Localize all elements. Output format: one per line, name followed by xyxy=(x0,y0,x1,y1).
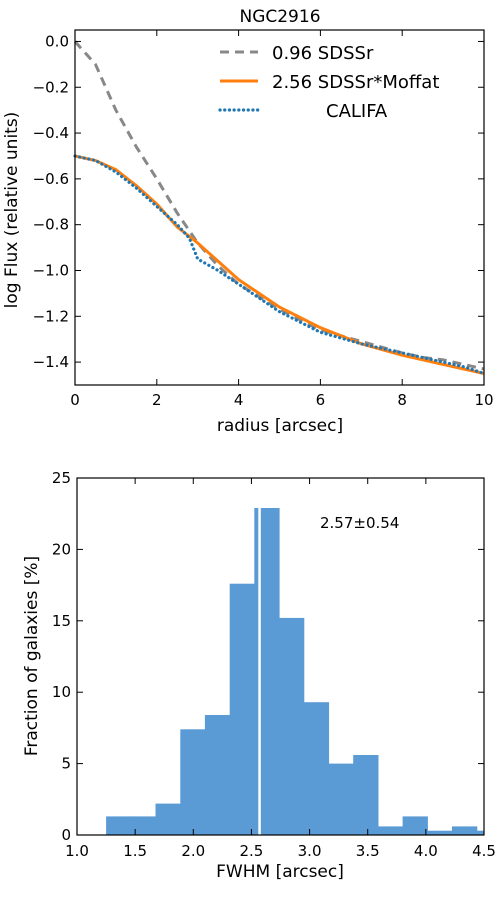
fwhm-annotation: 2.57±0.54 xyxy=(320,514,399,532)
y-tick-label: 0 xyxy=(61,826,71,844)
y-tick-label: 0.0 xyxy=(45,32,69,50)
legend-label-1: 0.96 SDSSr xyxy=(272,43,374,64)
histogram-axes: 1.0 1.5 2.0 2.5 3.0 3.5 4.0 4.5 0 5 10 15 20 25 xyxy=(52,469,496,860)
x-tick-label: 4.0 xyxy=(414,842,438,860)
histogram-bar xyxy=(328,763,354,835)
profile-panel: NGC2916 0 2 4 6 8 10 −1.4 −1.2 −1.0 −0.8 −0.6 −0.4 −… xyxy=(2,7,494,436)
x-tick-label: 2.5 xyxy=(239,842,263,860)
x-tick-label: 4 xyxy=(234,391,244,409)
y-tick-label: −0.6 xyxy=(33,170,69,188)
plot-frame xyxy=(76,477,485,836)
histogram-bar xyxy=(229,583,255,835)
histogram-panel: 1.0 1.5 2.0 2.5 3.0 3.5 4.0 4.5 0 5 10 15 20 25 2.57±… xyxy=(22,469,496,882)
histogram-bar xyxy=(377,826,404,835)
series-line-1 xyxy=(73,40,485,371)
histogram-bar xyxy=(130,816,156,835)
x-tick-label: 1.0 xyxy=(65,842,89,860)
y-tick-label: −1.4 xyxy=(33,353,69,371)
chart-title: NGC2916 xyxy=(239,7,320,27)
x-tick-label: 3.5 xyxy=(356,842,380,860)
x-tick-label: 2 xyxy=(152,391,162,409)
x-axis-label: FWHM [arcsec] xyxy=(216,862,344,882)
x-tick-label: 2.0 xyxy=(181,842,205,860)
profile-plot-area xyxy=(73,40,486,376)
y-tick-label: −1.2 xyxy=(33,307,69,325)
x-tick-label: 4.5 xyxy=(472,842,496,860)
x-tick-label: 0 xyxy=(70,391,80,409)
x-tick-label: 8 xyxy=(397,391,407,409)
histogram-bar xyxy=(106,816,132,835)
histogram-bar xyxy=(204,715,231,835)
histogram-bar xyxy=(402,816,428,835)
x-tick-label: 1.5 xyxy=(123,842,147,860)
x-tick-label: 3.0 xyxy=(298,842,322,860)
y-tick-label: 20 xyxy=(52,540,71,558)
series-line-2 xyxy=(74,154,485,375)
histogram-bar xyxy=(303,702,330,835)
y-tick-label: 10 xyxy=(52,683,71,701)
y-axis-label: Fraction of galaxies [%] xyxy=(22,556,42,756)
plot-frame xyxy=(74,29,485,386)
histogram-bar xyxy=(155,803,181,835)
y-tick-label: −0.8 xyxy=(33,216,69,234)
x-tick-label: 10 xyxy=(474,391,493,409)
legend-label-3: CALIFA xyxy=(326,101,388,122)
histogram-plot-area xyxy=(106,478,485,835)
histogram-bar xyxy=(279,617,305,835)
y-tick-label: 25 xyxy=(52,469,71,487)
y-axis-label: log Flux (relative units) xyxy=(2,112,22,309)
histogram-bar xyxy=(254,508,280,835)
x-tick-label: 6 xyxy=(316,391,326,409)
histogram-bar xyxy=(476,830,485,835)
legend: 0.96 SDSSr 2.56 SDSSr*Moffat CALIFA xyxy=(218,43,439,122)
histogram-bar xyxy=(180,729,206,835)
histogram-bar xyxy=(452,826,478,835)
profile-axes: 0 2 4 6 8 10 −1.4 −1.2 −1.0 −0.8 −0.6 −0.4 −0.2 0.0 xyxy=(33,29,494,409)
y-tick-label: −0.2 xyxy=(33,78,69,96)
histogram-bar xyxy=(427,830,453,835)
y-tick-label: −0.4 xyxy=(33,124,69,142)
histogram-bar xyxy=(353,755,379,835)
series-line-3 xyxy=(73,154,486,376)
y-tick-label: 15 xyxy=(52,612,71,630)
legend-label-2: 2.56 SDSSr*Moffat xyxy=(272,72,439,93)
y-tick-label: 5 xyxy=(61,755,71,773)
y-tick-label: −1.0 xyxy=(33,261,69,279)
x-axis-label: radius [arcsec] xyxy=(217,416,343,436)
